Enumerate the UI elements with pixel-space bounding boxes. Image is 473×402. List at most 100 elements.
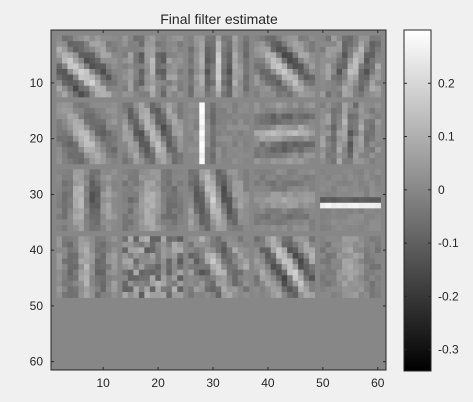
heatmap-cell — [320, 130, 326, 137]
heatmap-cell — [259, 241, 266, 248]
heatmap-cell — [298, 35, 305, 42]
heatmap-cell — [83, 241, 90, 248]
heatmap-cell — [292, 147, 299, 154]
heatmap-cell — [199, 41, 206, 48]
heatmap-cell — [276, 108, 283, 114]
heatmap-cell — [204, 108, 211, 114]
heatmap-cell — [204, 191, 211, 198]
heatmap-cell — [105, 180, 112, 187]
heatmap-cell — [122, 280, 129, 287]
heatmap-cell — [276, 197, 283, 204]
heatmap-cell — [188, 174, 195, 181]
heatmap-cell — [287, 291, 294, 298]
heatmap-cell — [265, 74, 272, 81]
heatmap-cell — [331, 152, 337, 159]
heatmap-cell — [67, 202, 74, 209]
heatmap-cell — [375, 46, 381, 53]
heatmap-cell — [221, 85, 228, 92]
heatmap-cell — [78, 280, 85, 287]
heatmap-cell — [100, 247, 107, 254]
heatmap-cell — [364, 80, 370, 87]
heatmap-cell — [254, 180, 261, 187]
heatmap-cell — [61, 52, 68, 59]
heatmap-cell — [298, 130, 305, 137]
heatmap-cell — [353, 57, 359, 64]
heatmap-cell — [72, 130, 79, 137]
heatmap-cell — [144, 219, 151, 226]
heatmap-cell — [160, 225, 167, 232]
heatmap-cell — [94, 191, 101, 198]
heatmap-cell — [144, 119, 151, 126]
heatmap-cell — [133, 63, 140, 70]
heatmap-cell — [204, 213, 211, 220]
heatmap-cell — [83, 135, 90, 142]
heatmap-cell — [232, 252, 239, 259]
heatmap-cell — [375, 180, 381, 187]
heatmap-cell — [78, 291, 85, 298]
heatmap-cell — [303, 135, 310, 142]
heatmap-cell — [347, 291, 354, 298]
heatmap-cell — [89, 147, 96, 154]
heatmap-cell — [83, 186, 90, 193]
heatmap-cell — [347, 152, 354, 159]
heatmap-cell — [138, 41, 145, 48]
heatmap-cell — [67, 275, 74, 282]
heatmap-cell — [67, 57, 74, 64]
heatmap-cell — [336, 241, 343, 248]
heatmap-cell — [155, 85, 162, 92]
heatmap-cell — [188, 169, 195, 176]
heatmap-cell — [100, 158, 107, 165]
heatmap-cell — [336, 286, 343, 293]
heatmap-cell — [364, 69, 370, 75]
heatmap-cell — [243, 286, 250, 293]
heatmap-cell — [177, 57, 184, 64]
heatmap-cell — [94, 85, 101, 92]
heatmap-cell — [89, 202, 96, 209]
heatmap-cell — [78, 208, 85, 215]
heatmap-cell — [89, 280, 96, 287]
heatmap-cell — [72, 152, 79, 159]
heatmap-cell — [83, 180, 90, 187]
heatmap-cell — [61, 169, 68, 176]
heatmap-cell — [221, 213, 228, 220]
heatmap-cell — [292, 247, 299, 254]
heatmap-cell — [254, 269, 261, 276]
heatmap-cell — [166, 219, 173, 226]
heatmap-cell — [358, 135, 365, 142]
filter-patch — [320, 236, 381, 298]
heatmap-cell — [270, 69, 277, 75]
heatmap-cell — [144, 208, 151, 215]
heatmap-cell — [375, 186, 381, 193]
y-tick-label: 10 — [30, 76, 44, 90]
heatmap-cell — [325, 158, 332, 165]
heatmap-cell — [144, 108, 151, 114]
heatmap-cell — [331, 124, 337, 131]
heatmap-cell — [259, 63, 266, 70]
heatmap-cell — [353, 186, 359, 193]
heatmap-cell — [94, 135, 101, 142]
heatmap-cell — [292, 80, 299, 87]
heatmap-cell — [160, 286, 167, 293]
heatmap-cell — [166, 52, 173, 59]
heatmap-cell — [226, 46, 233, 53]
heatmap-cell — [276, 152, 283, 159]
heatmap-cell — [232, 174, 239, 181]
heatmap-cell — [67, 213, 74, 220]
heatmap-cell — [254, 147, 261, 154]
heatmap-cell — [375, 108, 381, 114]
heatmap-cell — [100, 225, 107, 232]
heatmap-cell — [177, 124, 184, 131]
heatmap-cell — [210, 275, 217, 282]
heatmap-cell — [254, 85, 261, 92]
heatmap-cell — [210, 169, 217, 176]
heatmap-cell — [375, 85, 381, 92]
heatmap-cell — [61, 186, 68, 193]
heatmap-cell — [122, 141, 129, 148]
heatmap-cell — [276, 169, 283, 176]
heatmap-cell — [100, 219, 107, 226]
heatmap-cell — [204, 35, 211, 42]
heatmap-cell — [287, 241, 294, 248]
heatmap-cell — [166, 102, 173, 109]
heatmap-cell — [78, 102, 85, 109]
heatmap-cell — [292, 41, 299, 48]
